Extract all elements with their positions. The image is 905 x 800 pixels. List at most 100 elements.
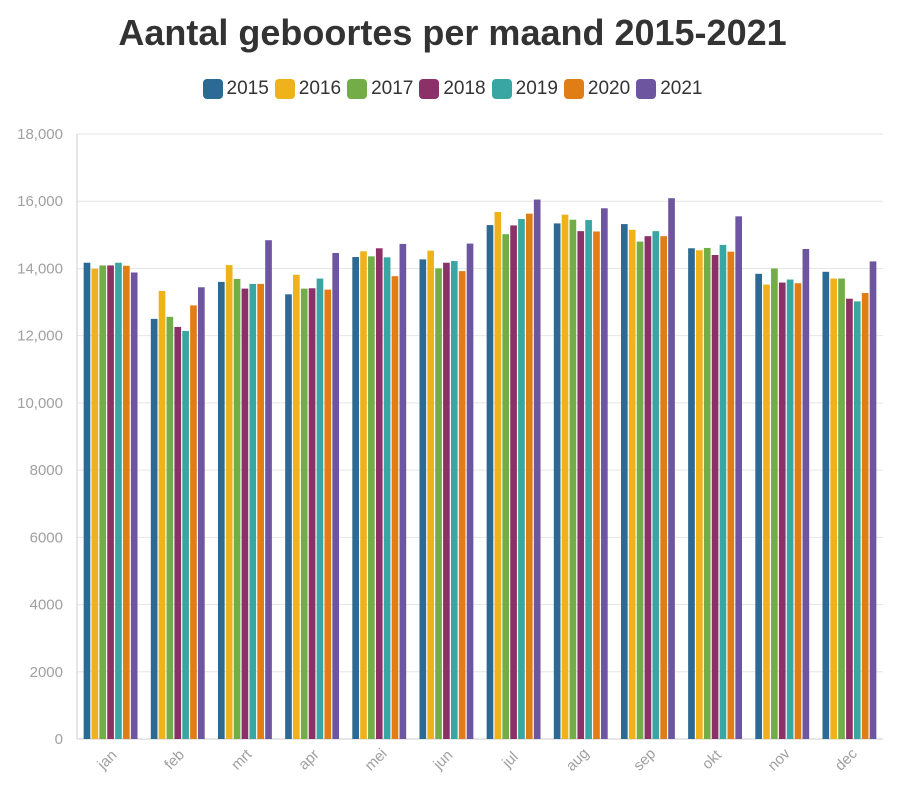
- x-tick-label: jul: [498, 748, 521, 771]
- x-tick-label: apr: [295, 746, 322, 773]
- y-tick-label: 12,000: [17, 328, 63, 345]
- bar-2021-nov: [802, 248, 810, 739]
- legend-swatch: [274, 79, 295, 99]
- bar-2020-mrt: [257, 283, 264, 739]
- legend-item[interactable]: 2021: [636, 78, 702, 100]
- bar-2017-nov: [771, 268, 778, 739]
- grid-layer: [77, 133, 883, 740]
- bar-2015-nov: [755, 273, 762, 739]
- bar-2015-mei: [352, 257, 359, 739]
- legend-item[interactable]: 2018: [419, 78, 486, 100]
- bar-2019-mrt: [249, 283, 257, 739]
- legend-label: 2021: [660, 78, 703, 99]
- y-tick-label: 10,000: [17, 395, 63, 412]
- bar-2020-aug: [593, 231, 600, 739]
- y-tick-label: 14,000: [17, 260, 63, 277]
- bar-2017-mei: [368, 256, 375, 739]
- bar-2020-nov: [794, 283, 802, 739]
- bar-2017-jan: [99, 265, 107, 739]
- bar-2015-feb: [150, 318, 158, 739]
- bar-2017-aug: [569, 219, 577, 739]
- x-tick-label: feb: [161, 746, 188, 773]
- bar-2018-dec: [846, 298, 853, 739]
- bar-2016-dec: [830, 278, 838, 739]
- legend-item[interactable]: 2019: [491, 78, 558, 100]
- y-tick-label: 0: [55, 731, 63, 748]
- bar-2020-jul: [525, 213, 533, 739]
- bar-2018-feb: [174, 326, 182, 739]
- bar-2021-dec: [869, 261, 877, 739]
- y-tick-label: 8000: [30, 462, 63, 479]
- bar-2015-apr: [285, 294, 292, 739]
- legend-swatch: [491, 79, 512, 99]
- bar-2020-jun: [458, 271, 466, 739]
- y-tick-label: 6000: [30, 529, 63, 546]
- y-tick-label: 2000: [30, 664, 63, 681]
- bar-2020-apr: [324, 289, 332, 739]
- x-tick-label: sep: [630, 745, 659, 774]
- bar-2015-okt: [688, 248, 695, 739]
- bar-2020-sep: [660, 236, 667, 739]
- bar-2016-jun: [427, 250, 435, 739]
- bar-2021-jan: [130, 272, 138, 739]
- legend-swatch: [636, 79, 657, 99]
- legend-label: 2018: [443, 78, 486, 99]
- legend-item[interactable]: 2020: [563, 78, 631, 100]
- x-tick-label: jan: [94, 747, 121, 774]
- bar-2016-apr: [293, 274, 300, 739]
- bar-2016-mrt: [225, 265, 233, 739]
- bar-2021-apr: [332, 252, 340, 740]
- bar-2020-dec: [861, 292, 869, 739]
- legend-item[interactable]: 2016: [274, 78, 341, 100]
- bar-2017-jul: [502, 234, 510, 739]
- bar-2019-sep: [652, 231, 660, 739]
- bar-2015-mrt: [217, 281, 225, 739]
- bar-2019-jan: [115, 262, 122, 739]
- bar-2015-dec: [822, 271, 830, 739]
- x-tick-label: nov: [765, 745, 794, 774]
- bar-2019-feb: [182, 330, 189, 739]
- legend-label: 2020: [587, 78, 631, 99]
- bar-2019-mei: [383, 257, 391, 739]
- bar-2020-okt: [727, 251, 735, 739]
- legend-label: 2019: [515, 78, 558, 99]
- bar-2017-apr: [300, 288, 308, 739]
- bar-2019-okt: [719, 244, 727, 740]
- bar-2018-jan: [107, 265, 114, 739]
- bar-2019-apr: [316, 278, 324, 739]
- bar-2018-mei: [375, 248, 383, 739]
- y-tick-label: 16,000: [17, 193, 63, 210]
- bar-2021-okt: [735, 216, 743, 740]
- bar-2018-jul: [510, 225, 517, 740]
- bar-2018-okt: [711, 255, 719, 739]
- x-tick-label: aug: [563, 745, 593, 775]
- bar-2016-jan: [91, 268, 99, 739]
- bar-2017-okt: [703, 247, 711, 739]
- legend: 2015 2016 2017 2018 2019 2020 2021: [0, 78, 905, 100]
- legend-item[interactable]: 2017: [347, 78, 413, 100]
- bar-2018-sep: [644, 236, 652, 739]
- bar-2020-feb: [190, 305, 197, 739]
- bar-2016-okt: [696, 250, 703, 740]
- bar-2016-sep: [628, 229, 636, 740]
- legend-swatch: [347, 79, 368, 99]
- bar-2021-mei: [399, 243, 407, 739]
- bar-2016-aug: [561, 214, 569, 740]
- x-tick-label: jun: [429, 747, 456, 774]
- bar-2018-aug: [577, 231, 585, 739]
- bar-2016-nov: [763, 284, 770, 739]
- x-tick-label: okt: [699, 746, 726, 773]
- legend-swatch: [563, 79, 584, 99]
- bar-2015-aug: [553, 223, 561, 739]
- bar-2017-jun: [435, 268, 442, 739]
- bar-2021-sep: [668, 198, 675, 739]
- bar-2018-nov: [778, 282, 786, 739]
- bar-2020-jan: [122, 265, 130, 739]
- bar-2018-jun: [443, 262, 450, 739]
- legend-item[interactable]: 2015: [202, 78, 269, 100]
- bar-2021-jul: [533, 199, 541, 740]
- bar-2020-mei: [391, 276, 399, 739]
- bar-2015-jun: [419, 259, 427, 739]
